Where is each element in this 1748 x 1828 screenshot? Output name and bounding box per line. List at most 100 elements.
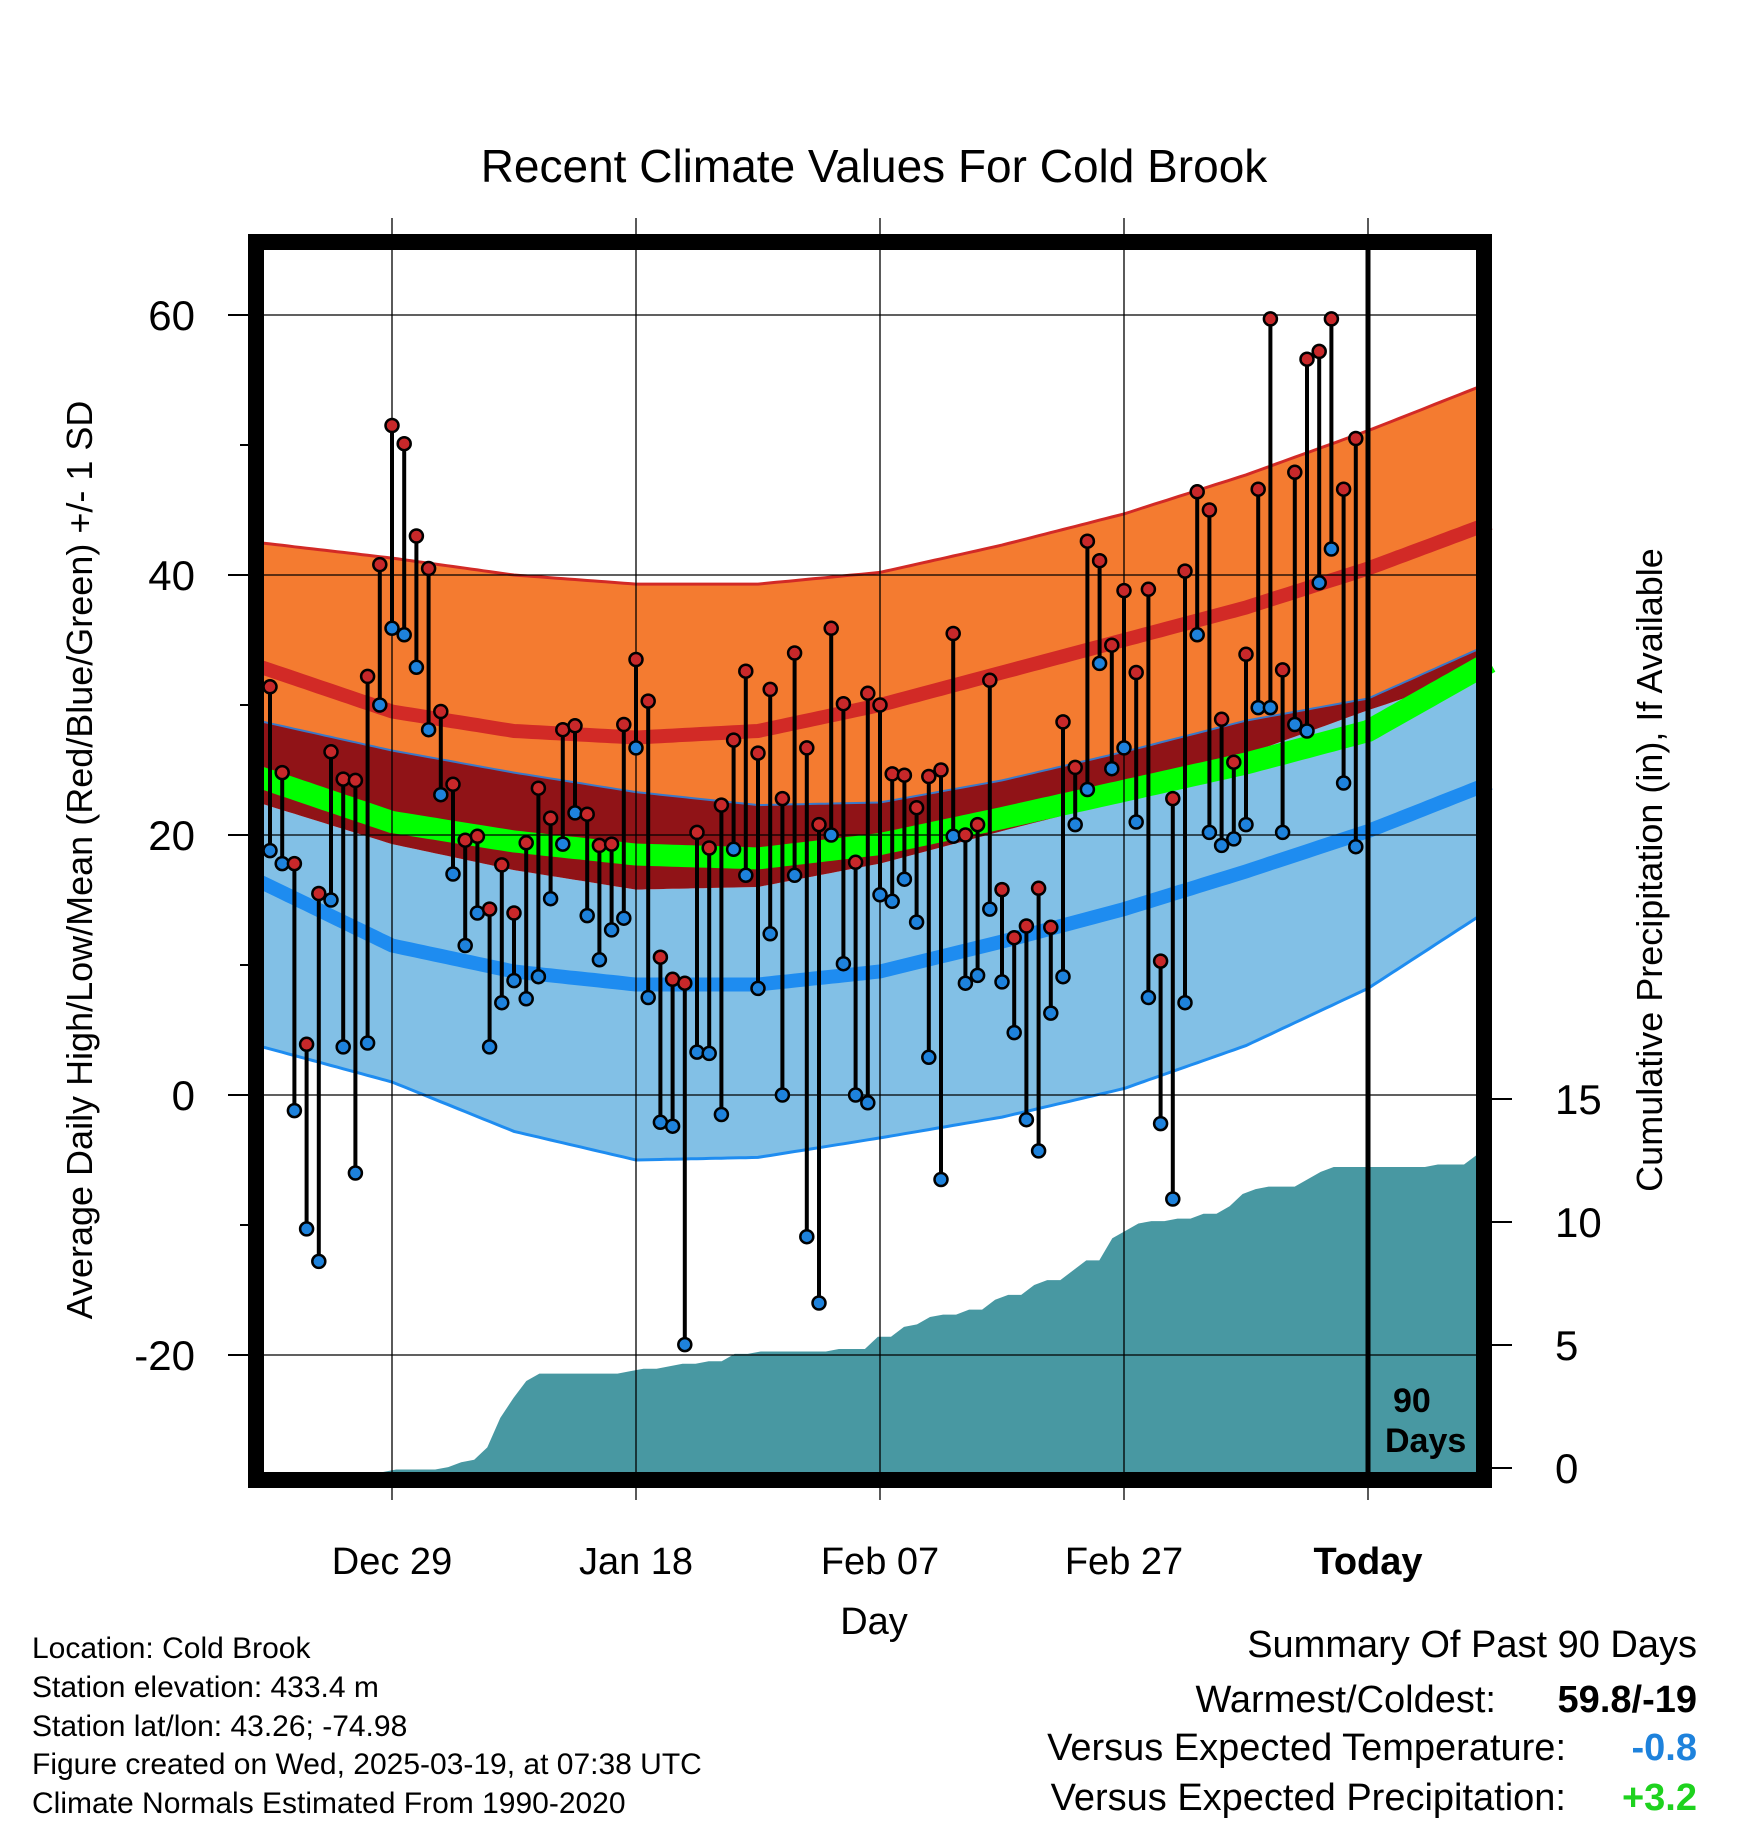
- high-point: [701, 840, 717, 856]
- high-point: [1274, 662, 1291, 678]
- low-point: [847, 1087, 864, 1103]
- temp-versus-value: -0.8: [1632, 1727, 1697, 1769]
- high-point: [372, 556, 388, 573]
- low-point: [542, 890, 559, 907]
- low-point: [323, 892, 339, 908]
- low-point: [1201, 824, 1218, 841]
- low-point: [1165, 1191, 1181, 1207]
- high-point: [408, 528, 425, 544]
- high-point: [603, 836, 620, 852]
- high-point: [445, 776, 461, 793]
- high-point: [1238, 646, 1254, 663]
- high-point: [1055, 714, 1071, 730]
- low-point: [335, 1039, 351, 1055]
- x-tick-label: Feb 27: [1065, 1541, 1183, 1583]
- low-point: [872, 887, 888, 903]
- low-point: [1238, 816, 1254, 833]
- chart-title: Recent Climate Values For Cold Brook: [481, 140, 1269, 192]
- x-tick-label: Jan 18: [579, 1541, 693, 1583]
- x-tick-label: Today: [1313, 1541, 1422, 1583]
- low-point: [555, 836, 571, 852]
- low-point: [908, 914, 925, 930]
- high-point: [1104, 637, 1120, 653]
- axis-ticks: 60 40 20 0 -20 15 10 5 0 Dec 29 Jan 18 Feb 07 Feb 27…: [134, 292, 1601, 1583]
- low-point: [579, 907, 595, 924]
- high-point: [420, 560, 437, 577]
- low-point: [945, 828, 961, 845]
- high-point: [506, 905, 522, 921]
- low-point: [982, 901, 998, 917]
- low-point: [701, 1045, 717, 1062]
- low-point: [762, 926, 778, 942]
- low-point: [1311, 575, 1327, 591]
- low-point: [1030, 1143, 1047, 1159]
- high-point: [579, 806, 595, 822]
- today-label-line2: Days: [1385, 1422, 1466, 1460]
- high-point: [799, 740, 815, 756]
- low-point: [994, 974, 1010, 990]
- low-point: [969, 967, 986, 984]
- daily-range-bars: [268, 318, 1358, 1345]
- frame-border: [248, 234, 1492, 1488]
- high-point: [433, 703, 449, 720]
- high-point: [835, 695, 852, 712]
- low-point: [1348, 838, 1364, 855]
- high-point: [530, 780, 547, 796]
- high-point: [811, 816, 827, 833]
- x-tick-label: Feb 07: [821, 1541, 939, 1583]
- high-point: [1165, 790, 1181, 807]
- low-point: [445, 866, 461, 882]
- high-point: [1043, 919, 1059, 936]
- high-point: [298, 1036, 315, 1053]
- precip-tick-label: 0: [1555, 1445, 1578, 1492]
- high-point: [1299, 351, 1315, 367]
- created-text: Figure created on Wed, 2025-03-19, at 07…: [32, 1748, 702, 1781]
- high-point: [359, 668, 376, 685]
- high-point: [1311, 343, 1327, 360]
- low-point: [884, 893, 900, 910]
- low-point: [1067, 816, 1083, 833]
- high-point: [323, 744, 339, 760]
- low-point: [1335, 775, 1352, 791]
- high-point: [713, 797, 730, 813]
- precipitation-area: [331, 1154, 1490, 1472]
- daily-points: [262, 311, 1364, 1353]
- summary-title: Summary Of Past 90 Days: [1247, 1624, 1697, 1666]
- high-point: [1177, 563, 1193, 579]
- station-info: Location: Cold Brook Station elevation: …: [32, 1632, 702, 1820]
- low-point: [921, 1049, 937, 1066]
- low-point: [396, 627, 412, 643]
- low-point: [799, 1228, 815, 1245]
- low-point: [616, 910, 632, 926]
- low-point: [823, 827, 839, 843]
- high-point: [384, 417, 400, 434]
- high-point: [481, 901, 498, 917]
- low-point: [1091, 655, 1108, 672]
- low-point: [1287, 716, 1303, 733]
- low-point: [408, 659, 425, 676]
- high-point: [908, 799, 925, 816]
- high-point: [969, 816, 986, 833]
- low-point: [384, 620, 400, 637]
- high-point: [652, 949, 669, 965]
- high-point: [1335, 481, 1352, 497]
- low-point: [811, 1295, 827, 1311]
- y-tick-label: 60: [148, 292, 195, 339]
- overlap-band: [257, 643, 1490, 890]
- y-axis-label-right: Cumulative Precipitation (in), If Availa…: [1629, 548, 1670, 1192]
- high-point: [335, 771, 351, 787]
- low-point: [896, 871, 913, 887]
- low-point: [494, 994, 510, 1011]
- overlap-top-line: [257, 642, 1491, 807]
- low-point: [481, 1039, 498, 1055]
- low-lower-line: [257, 907, 1491, 1162]
- high-point: [786, 645, 803, 661]
- low-point: [1043, 1005, 1059, 1021]
- high-point: [1018, 918, 1035, 934]
- precip-area: [331, 1154, 1490, 1472]
- low-point: [347, 1165, 364, 1181]
- low-point: [628, 740, 644, 756]
- high-point: [774, 790, 791, 807]
- high-point: [567, 718, 583, 734]
- y-axis-label-left: Average Daily High/Low/Mean (Red/Blue/Gr…: [59, 401, 100, 1320]
